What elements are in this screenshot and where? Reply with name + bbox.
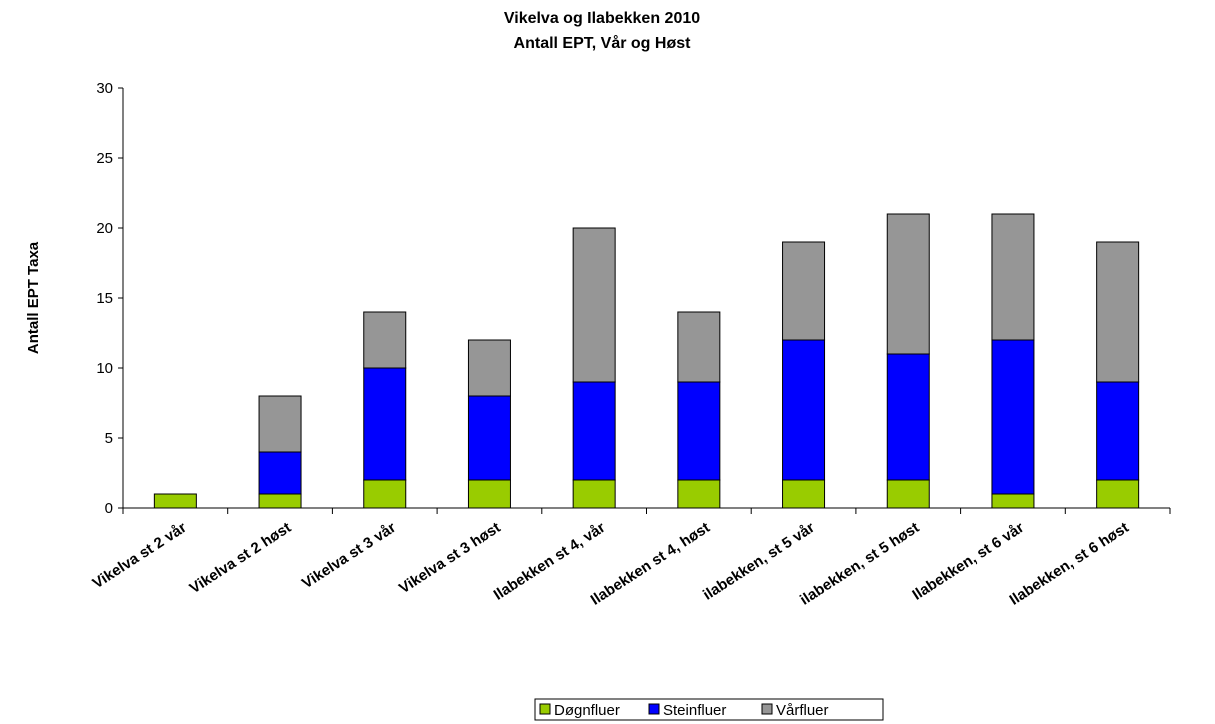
bar-steinfluer [782, 339, 826, 481]
bar-v-rfluer [467, 339, 511, 397]
bar-v-rfluer [782, 241, 826, 341]
bar-v-rfluer [886, 213, 930, 355]
legend-box [534, 698, 884, 721]
legend-label: Steinfluer [663, 702, 726, 719]
y-tick-label: 15 [96, 290, 113, 307]
legend: Døgnfluer Steinfluer Vårfluer [534, 698, 884, 721]
bar-v-rfluer [1096, 241, 1140, 383]
bar-steinfluer [572, 381, 616, 481]
legend-label: Vårfluer [776, 702, 829, 719]
x-tick-label: Vikelva st 3 vår [299, 519, 399, 592]
bar-steinfluer [991, 339, 1035, 495]
bar-d-gnfluer [467, 479, 511, 509]
chart-subtitle: Antall EPT, Vår og Høst [514, 34, 692, 52]
bar-d-gnfluer [153, 493, 197, 509]
y-tick-label: 10 [96, 360, 113, 377]
bar-steinfluer [677, 381, 721, 481]
bar-steinfluer [886, 353, 930, 481]
bar-v-rfluer [677, 311, 721, 383]
y-tick-label: 5 [105, 430, 113, 447]
y-tick-label: 20 [96, 220, 113, 237]
legend-swatch [539, 703, 551, 715]
x-tick-label: Vikelva st 2 høst [187, 519, 295, 597]
bar-d-gnfluer [782, 479, 826, 509]
bar-d-gnfluer [677, 479, 721, 509]
bar-v-rfluer [258, 395, 302, 453]
bar-d-gnfluer [1096, 479, 1140, 509]
x-tick-label: Vikelva st 3 høst [396, 519, 504, 597]
bar-v-rfluer [991, 213, 1035, 341]
bar-d-gnfluer [572, 479, 616, 509]
y-axis-title: Antall EPT Taxa [25, 241, 42, 354]
bar-steinfluer [258, 451, 302, 495]
x-tick-label: Ilabekken st 4, vår [491, 519, 609, 604]
legend-swatch [761, 703, 773, 715]
bar-v-rfluer [363, 311, 407, 369]
bar-steinfluer [363, 367, 407, 481]
x-tick-label: ilabekken, st 5 vår [700, 519, 818, 604]
bar-d-gnfluer [258, 493, 302, 509]
x-tick-label: Vikelva st 2 vår [90, 519, 190, 592]
y-tick-label: 30 [96, 80, 113, 97]
x-tick-label: Ilabekken, st 6 vår [909, 519, 1027, 604]
y-tick-label: 0 [105, 500, 113, 517]
bar-d-gnfluer [991, 493, 1035, 509]
bar-steinfluer [1096, 381, 1140, 481]
legend-swatch [648, 703, 660, 715]
y-tick-label: 25 [96, 150, 113, 167]
legend-label: Døgnfluer [554, 702, 620, 719]
chart-title: Vikelva og Ilabekken 2010 [504, 10, 700, 27]
bar-d-gnfluer [363, 479, 407, 509]
bar-v-rfluer [572, 227, 616, 383]
bar-steinfluer [467, 395, 511, 481]
bar-d-gnfluer [886, 479, 930, 509]
